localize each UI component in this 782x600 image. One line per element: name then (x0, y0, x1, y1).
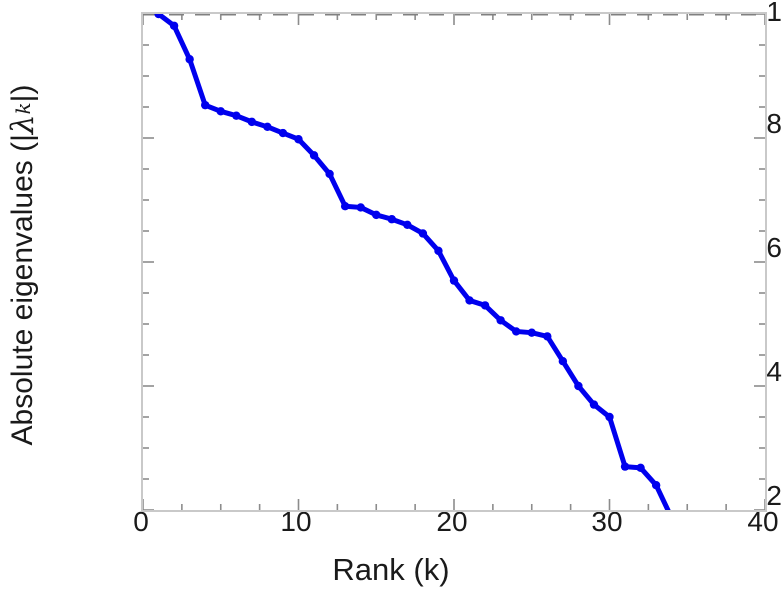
lambda-symbol: λ (5, 114, 41, 135)
plot-canvas (143, 14, 765, 510)
y-axis-ticks (143, 14, 765, 510)
y-axis-title-pre: Absolute eigenvalues (| (6, 134, 39, 446)
x-axis-title: Rank (k) (332, 552, 450, 587)
data-point-markers (154, 14, 661, 490)
x-tick-label-40: 40 (747, 506, 779, 537)
x-axis-ticks (143, 14, 765, 510)
y-axis-title-post: |) (6, 84, 39, 103)
x-tick-label-0: 0 (133, 506, 149, 537)
plot-area (141, 12, 767, 512)
eigenvalue-decay-line (156, 14, 671, 510)
y-tick-label-1: 1 (766, 0, 782, 27)
x-tick-label-20: 20 (436, 506, 468, 537)
x-tick-label-10: 10 (280, 506, 312, 537)
x-tick-label-30: 30 (591, 506, 623, 537)
